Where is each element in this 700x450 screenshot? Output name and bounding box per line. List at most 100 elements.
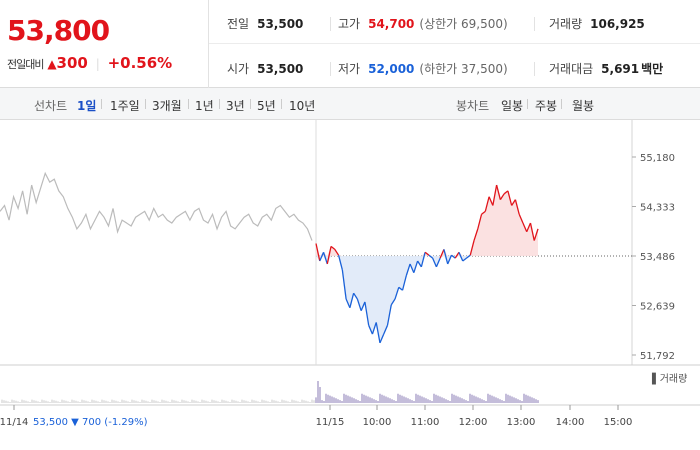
x-tick-label: 11/14 <box>0 417 28 428</box>
today-line-segment <box>368 325 374 335</box>
today-line-segment <box>454 251 460 259</box>
tab-1d[interactable]: 1일 <box>77 99 97 113</box>
stat-label: 고가 <box>338 17 361 31</box>
stat-value: 53,500 <box>257 62 304 76</box>
today-line-segment <box>503 190 509 195</box>
today-line-segment <box>337 255 343 270</box>
stat-volume: 거래량 106,925 <box>549 15 645 32</box>
today-line-segment <box>481 210 486 215</box>
today-line-segment <box>398 286 403 291</box>
y-tick-label: 52,639 <box>640 302 675 313</box>
divider <box>145 99 146 109</box>
today-line-segment <box>375 322 381 343</box>
today-line-segment <box>319 252 325 262</box>
x-tick-label: 11/15 <box>316 417 345 428</box>
tab-1w[interactable]: 1주일 <box>110 99 140 113</box>
stat-open: 시가 53,500 <box>227 60 303 77</box>
divider <box>534 17 535 31</box>
today-line-segment <box>409 263 415 273</box>
today-line-segment <box>326 246 332 265</box>
today-line-segment <box>462 257 467 262</box>
price-chart: 55,180 54,333 53,486 52,639 51,792 ▌거래량 11/1… <box>0 120 700 428</box>
today-line-segment <box>390 298 396 306</box>
today-line-segment <box>428 254 434 259</box>
divider <box>188 99 189 109</box>
current-price: 53,800 <box>7 14 110 47</box>
today-line-segment <box>533 228 539 241</box>
divider <box>330 17 331 31</box>
today-line-segment <box>356 298 362 311</box>
today-line-segment <box>484 196 490 212</box>
tab-1y[interactable]: 1년 <box>195 99 214 113</box>
down-area <box>316 256 538 343</box>
prev-day-line <box>0 171 313 241</box>
today-line-segment <box>488 196 494 206</box>
tab-daily[interactable]: 일봉 <box>501 99 524 113</box>
today-line-segment <box>495 184 502 200</box>
prev-close-info: 53,500 ▼ 700 (-1.29%) <box>33 417 148 428</box>
today-line-segment <box>405 263 411 276</box>
today-line-segment <box>522 222 528 233</box>
today-line-segment <box>466 254 471 259</box>
today-line-segment <box>473 228 479 241</box>
today-line-segment <box>526 222 532 233</box>
stat-unit: 백만 <box>641 62 664 76</box>
today-line-segment <box>477 214 483 230</box>
today-line-segment <box>315 243 321 262</box>
tab-3y[interactable]: 3년 <box>226 99 245 113</box>
today-line-segment <box>518 214 524 224</box>
divider <box>281 99 282 109</box>
today-line-segment <box>432 257 438 268</box>
tab-3m[interactable]: 3개월 <box>152 99 182 113</box>
price-change: 전일대비 ▲300 | +0.56% <box>7 54 172 72</box>
change-label: 전일대비 <box>7 58 44 71</box>
today-line-segment <box>439 249 445 259</box>
stat-high: 고가 54,700 (상한가 69,500) <box>338 15 508 32</box>
divider: | <box>95 57 100 71</box>
x-tick-label: 11:00 <box>411 417 440 428</box>
today-line-segment <box>420 252 426 268</box>
divider <box>250 99 251 109</box>
today-line-segment <box>371 322 377 335</box>
today-line-segment <box>451 254 456 259</box>
tab-10y[interactable]: 10년 <box>289 99 316 113</box>
stat-label: 저가 <box>338 62 361 76</box>
stat-value: 52,000 <box>368 62 415 76</box>
stat-label: 거래대금 <box>549 62 594 76</box>
today-line-segment <box>417 260 422 268</box>
today-line-segment <box>401 275 407 291</box>
chart-tabs: 선차트 1일 1주일 3개월 1년 3년 5년 10년 봉차트 일봉 주봉 월봉 <box>0 88 700 120</box>
line-chart-label: 선차트 <box>34 99 68 113</box>
today-line-segment <box>443 249 449 265</box>
stat-label: 전일 <box>227 17 250 31</box>
tab-monthly[interactable]: 월봉 <box>572 99 595 113</box>
tab-weekly[interactable]: 주봉 <box>535 99 558 113</box>
up-arrow-icon: ▲ <box>47 57 57 71</box>
stat-prev-close: 전일 53,500 <box>227 15 303 32</box>
stat-value: 106,925 <box>590 17 645 31</box>
today-line-segment <box>394 287 400 300</box>
x-tick-label: 10:00 <box>363 417 392 428</box>
stat-label: 거래량 <box>549 17 583 31</box>
stat-value: 5,691 <box>601 62 640 76</box>
x-tick-label: 12:00 <box>459 417 488 428</box>
divider <box>527 99 528 109</box>
divider <box>330 62 331 76</box>
today-line-segment <box>322 252 328 265</box>
change-percent: +0.56% <box>107 54 173 72</box>
x-tick-label: 14:00 <box>556 417 585 428</box>
today-line-segment <box>424 251 430 256</box>
divider <box>561 99 562 109</box>
today-line-segment <box>334 248 340 256</box>
tab-5y[interactable]: 5년 <box>257 99 276 113</box>
stat-amount: 거래대금 5,691 백만 <box>549 60 663 77</box>
today-line-segment <box>511 199 516 206</box>
today-line-segment <box>360 301 366 311</box>
up-area <box>316 185 538 256</box>
today-line-segment <box>379 333 385 344</box>
y-tick-label: 51,792 <box>640 351 675 362</box>
change-value: 300 <box>56 54 88 72</box>
today-line-segment <box>353 292 358 300</box>
y-tick-label: 53,486 <box>640 252 675 263</box>
today-line-segment <box>383 325 389 335</box>
